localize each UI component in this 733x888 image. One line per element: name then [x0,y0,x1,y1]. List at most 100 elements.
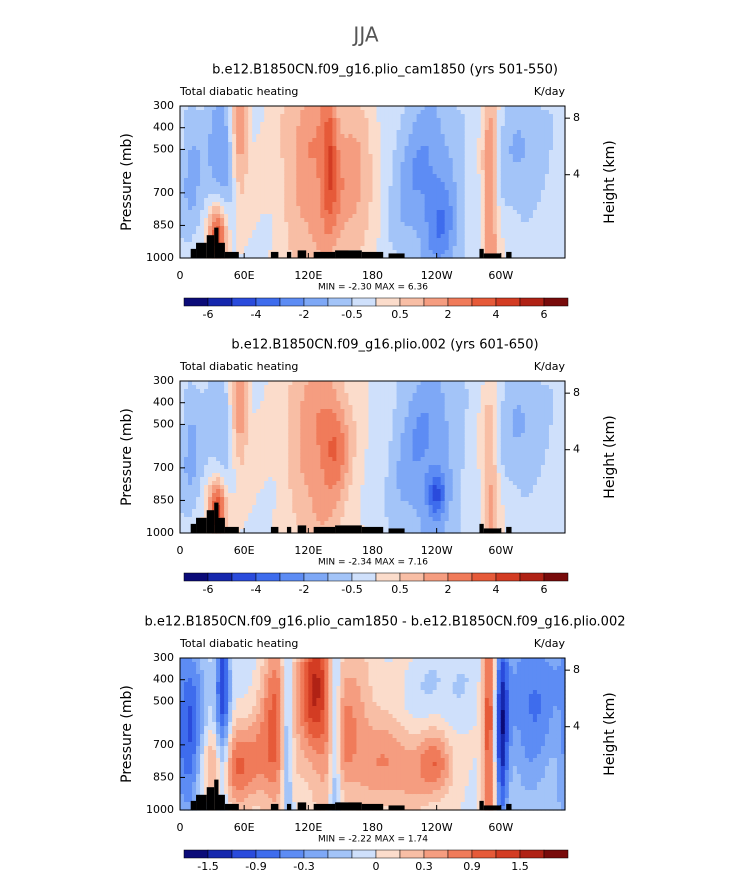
field-cell [300,469,305,474]
field-cell [272,517,277,522]
field-cell [292,238,297,243]
field-cell [500,202,506,207]
field-cell [356,146,362,151]
field-cell [520,166,526,171]
field-cell [268,517,273,522]
field-cell [264,453,269,458]
field-cell [296,389,301,394]
field-cell [464,166,470,171]
field-cell [344,198,350,203]
field-cell [276,433,281,438]
field-cell [300,210,305,215]
field-cell [216,222,221,227]
field-cell [272,397,277,402]
field-cell [204,501,209,506]
field-cell [528,186,534,191]
field-cell [216,114,221,119]
field-cell [388,210,394,215]
field-cell [240,170,245,175]
field-cell [500,206,506,211]
field-cell [344,246,350,251]
field-cell [256,477,261,482]
field-cell [456,230,462,235]
field-cell [292,154,297,159]
field-cell [292,118,297,123]
field-cell [260,385,265,390]
field-cell [212,210,217,215]
field-cell [216,134,221,139]
field-cell [308,409,313,414]
field-cell [304,461,309,466]
field-cell [364,234,370,239]
field-cell [396,166,402,171]
field-cell [272,146,277,151]
field-cell [224,461,229,466]
field-cell [276,210,281,215]
field-cell [384,110,390,115]
field-cell [480,186,486,191]
field-cell [248,529,253,534]
field-cell [404,134,410,139]
field-cell [236,222,241,227]
field-cell [424,110,430,115]
field-cell [252,166,257,171]
field-cell [540,210,546,215]
field-cell [340,190,346,195]
field-cell [232,461,237,466]
field-cell [508,182,514,187]
field-cell [260,465,265,470]
field-cell [524,134,530,139]
field-cell [196,138,201,143]
field-cell [304,186,309,191]
field-cell [180,166,185,171]
field-cell [560,234,566,239]
field-cell [192,242,197,247]
field-cell [264,529,269,534]
field-cell [288,194,293,199]
field-cell [344,118,350,123]
field-cell [316,118,321,123]
field-cell [212,425,217,430]
field-cell [216,421,221,426]
field-cell [260,190,265,195]
field-cell [504,158,510,163]
field-cell [292,493,297,498]
field-cell [228,138,233,143]
field-cell [208,142,213,147]
field-cell [276,154,281,159]
field-cell [336,118,342,123]
field-cell [180,409,185,414]
field-cell [296,190,301,195]
field-cell [556,134,562,139]
field-cell [492,182,498,187]
field-cell [212,194,217,199]
field-cell [508,218,514,223]
field-cell [476,202,482,207]
field-cell [560,118,566,123]
field-cell [428,158,434,163]
field-cell [464,230,470,235]
field-cell [292,385,297,390]
field-cell [200,393,205,398]
field-cell [204,481,209,486]
field-cell [272,190,277,195]
field-cell [456,218,462,223]
field-cell [336,242,342,247]
field-cell [408,122,414,127]
field-cell [512,238,518,243]
field-cell [276,453,281,458]
field-cell [388,134,394,139]
field-cell [344,238,350,243]
field-cell [352,110,358,115]
field-cell [216,465,221,470]
field-cell [516,194,522,199]
field-cell [376,190,382,195]
field-cell [308,170,313,175]
field-cell [520,218,526,223]
field-cell [496,238,502,243]
field-cell [396,162,402,167]
field-cell [200,413,205,418]
field-cell [368,194,374,199]
field-cell [236,401,241,406]
field-cell [452,210,458,215]
